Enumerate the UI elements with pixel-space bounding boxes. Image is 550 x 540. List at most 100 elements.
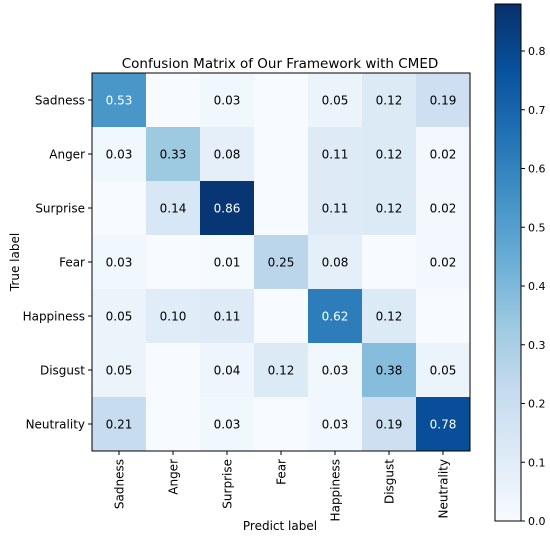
heatmap-cell [254, 73, 309, 128]
cell-value-label: 0.12 [376, 94, 403, 108]
heatmap-cell [416, 235, 471, 290]
heatmap-cell [92, 343, 147, 398]
heatmap-cell [146, 343, 201, 398]
colorbar-tick-label: 0.8 [528, 45, 546, 58]
heatmap-cell [416, 127, 471, 182]
heatmap-cell [362, 235, 417, 290]
heatmap-cell [92, 289, 147, 344]
heatmap-cell [254, 181, 309, 236]
cell-value-label: 0.19 [376, 418, 403, 432]
x-tick-label: Disgust [383, 459, 397, 504]
cell-value-label: 0.14 [160, 202, 187, 216]
heatmap-cell [308, 235, 363, 290]
heatmap-cell [308, 397, 363, 452]
cell-value-label: 0.11 [214, 310, 241, 324]
y-axis-ticks: Sadness Anger Surprise Fear Happiness Disgust… [23, 94, 92, 432]
heatmap-cell [362, 73, 417, 128]
heatmap-cell [254, 235, 309, 290]
cell-value-label: 0.02 [430, 256, 457, 270]
heatmap-cell [146, 127, 201, 182]
cell-value-label: 0.08 [322, 256, 349, 270]
colorbar-tick-label: 0.0 [528, 515, 546, 528]
heatmap-cell [308, 289, 363, 344]
colorbar-tick-label: 0.6 [528, 163, 546, 176]
heatmap-cell [362, 289, 417, 344]
heatmap-cell [200, 289, 255, 344]
y-axis-label: True label [8, 233, 22, 292]
cell-value-label: 0.05 [106, 310, 133, 324]
x-tick-label: Neutrality [437, 459, 451, 518]
heatmap-cell [308, 127, 363, 182]
chart-title: Confusion Matrix of Our Framework with C… [122, 56, 439, 72]
heatmap-cell [200, 181, 255, 236]
heatmap-cell [416, 73, 471, 128]
colorbar-tick-label: 0.5 [528, 221, 546, 234]
heatmap-cell [308, 181, 363, 236]
cell-value-label: 0.08 [214, 148, 241, 162]
heatmap-cell [146, 397, 201, 452]
heatmap-cell [254, 397, 309, 452]
heatmap-cell [92, 397, 147, 452]
cell-value-label: 0.03 [106, 256, 133, 270]
heatmap-cell [92, 181, 147, 236]
cell-value-label: 0.86 [214, 202, 241, 216]
cell-value-label: 0.03 [322, 418, 349, 432]
cell-value-label: 0.11 [322, 202, 349, 216]
heatmap-cell [200, 235, 255, 290]
heatmap-cell-labels: 0.53 0.03 0.05 0.12 0.19 0.03 0.33 0.08 0.11 0.12… [106, 94, 457, 432]
heatmap-cell [146, 73, 201, 128]
cell-value-label: 0.02 [430, 148, 457, 162]
cell-value-label: 0.04 [214, 364, 241, 378]
x-tick-label: Sadness [113, 459, 127, 509]
heatmap-cell [416, 289, 471, 344]
colorbar-tick-label: 0.1 [528, 456, 546, 469]
y-tick-label: Disgust [40, 364, 85, 378]
colorbar-ticks: 0.0 0.1 0.2 0.3 0.4 0.5 0.6 0.7 0.8 [521, 45, 546, 528]
x-tick-label: Happiness [329, 459, 343, 521]
cell-value-label: 0.03 [214, 94, 241, 108]
x-tick-label: Anger [167, 459, 181, 495]
heatmap-cell [308, 343, 363, 398]
heatmap-cell [362, 343, 417, 398]
cell-value-label: 0.10 [160, 310, 187, 324]
cell-value-label: 0.19 [430, 94, 457, 108]
heatmap-cell [200, 127, 255, 182]
cell-value-label: 0.53 [106, 94, 133, 108]
x-axis-ticks: Sadness Anger Surprise Fear Happiness Disgust… [113, 451, 451, 521]
heatmap-cell [92, 127, 147, 182]
heatmap-cell [200, 343, 255, 398]
cell-value-label: 0.05 [322, 94, 349, 108]
heatmap-cell [254, 289, 309, 344]
heatmap-cell [146, 181, 201, 236]
x-tick-label: Surprise [221, 459, 235, 509]
colorbar-tick-label: 0.4 [528, 280, 546, 293]
heatmap-cell [416, 181, 471, 236]
colorbar-tick-label: 0.3 [528, 339, 546, 352]
cell-value-label: 0.03 [214, 418, 241, 432]
cell-value-label: 0.78 [430, 418, 457, 432]
y-tick-label: Fear [59, 256, 85, 270]
heatmap-cell [146, 235, 201, 290]
cell-value-label: 0.33 [160, 148, 187, 162]
heatmap-cell [308, 73, 363, 128]
cell-value-label: 0.02 [430, 202, 457, 216]
cell-value-label: 0.03 [106, 148, 133, 162]
heatmap-cell [362, 397, 417, 452]
cell-value-label: 0.62 [322, 310, 349, 324]
cell-value-label: 0.11 [322, 148, 349, 162]
colorbar-tick-label: 0.2 [528, 398, 546, 411]
heatmap-cell [416, 397, 471, 452]
cell-value-label: 0.03 [322, 364, 349, 378]
y-tick-label: Anger [49, 148, 85, 162]
cell-value-label: 0.01 [214, 256, 241, 270]
heatmap-cell [416, 343, 471, 398]
heatmap-cell [92, 73, 147, 128]
cell-value-label: 0.05 [106, 364, 133, 378]
y-tick-label: Happiness [23, 310, 85, 324]
cell-value-label: 0.38 [376, 364, 403, 378]
heatmap-cell [92, 235, 147, 290]
y-tick-label: Surprise [35, 202, 85, 216]
heatmap-cell [254, 127, 309, 182]
cell-value-label: 0.12 [376, 310, 403, 324]
